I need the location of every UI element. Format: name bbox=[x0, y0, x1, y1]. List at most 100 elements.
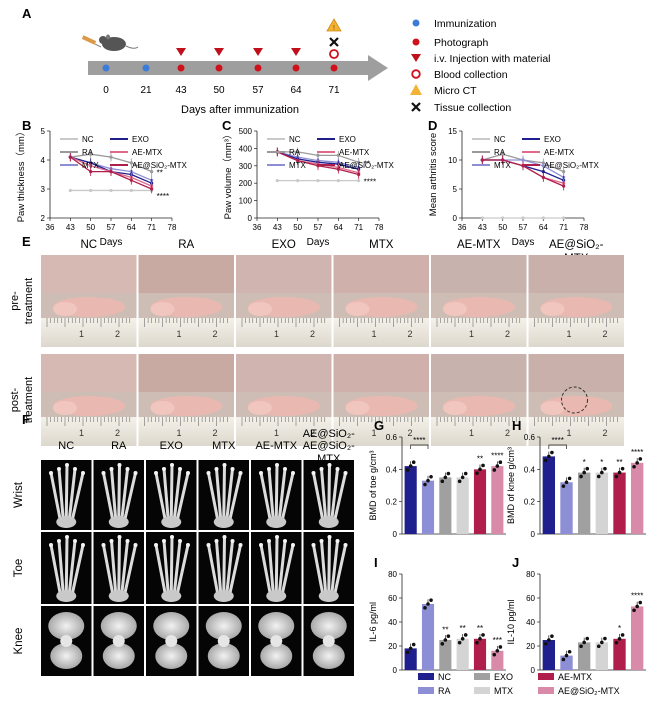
bar bbox=[439, 640, 452, 670]
ct-joint bbox=[319, 539, 324, 543]
ct-scan-image bbox=[303, 606, 354, 676]
bar bbox=[473, 638, 487, 670]
data-point bbox=[492, 652, 497, 657]
data-point bbox=[632, 464, 636, 469]
series-point bbox=[316, 153, 320, 157]
data-point bbox=[405, 468, 410, 472]
data-point bbox=[408, 464, 413, 468]
ruler-number: 2 bbox=[115, 428, 120, 438]
series-point bbox=[129, 178, 133, 182]
significance-stars: ** bbox=[157, 169, 163, 178]
series-point bbox=[296, 158, 300, 163]
series-point bbox=[336, 178, 340, 183]
ct-joint bbox=[230, 467, 235, 471]
photo-fur bbox=[236, 255, 332, 293]
ct-joint bbox=[162, 539, 166, 543]
ruler-number: 1 bbox=[567, 428, 572, 438]
data-point bbox=[620, 633, 625, 637]
ct-column-header: AE@SiO₂- bbox=[303, 428, 355, 440]
ct-bone bbox=[280, 543, 295, 596]
panel-label-h: H bbox=[512, 418, 521, 433]
ct-joint bbox=[101, 471, 106, 475]
ct-row-label: Toe bbox=[13, 559, 25, 578]
x-axis-label: Days bbox=[307, 237, 330, 248]
ct-bone bbox=[215, 467, 223, 522]
ruler-number: 1 bbox=[469, 329, 474, 339]
series-point bbox=[296, 178, 300, 183]
ruler-number: 2 bbox=[603, 329, 608, 339]
ruler-number: 2 bbox=[213, 329, 218, 339]
y-axis-label: IL-10 pg/ml bbox=[506, 599, 516, 644]
ct-scan-image bbox=[41, 606, 92, 676]
significance-stars: ** bbox=[442, 625, 448, 634]
ct-scan-image bbox=[251, 606, 302, 676]
bar bbox=[577, 642, 591, 670]
injection-triangle-marker bbox=[291, 48, 301, 56]
data-point bbox=[543, 642, 548, 646]
ct-joint bbox=[154, 543, 158, 547]
paw-toes bbox=[540, 401, 565, 415]
legend-label: MTX bbox=[494, 161, 512, 170]
ct-joint bbox=[170, 463, 174, 467]
legend-swatch bbox=[538, 673, 554, 680]
legend-label: EXO bbox=[544, 135, 561, 144]
photo-row-label: treatment bbox=[23, 278, 35, 324]
series-point bbox=[150, 187, 154, 191]
ct-bone bbox=[259, 471, 272, 522]
ruler bbox=[333, 318, 429, 347]
ct-column-header: NC bbox=[58, 440, 74, 452]
red-ring-icon bbox=[411, 69, 421, 79]
legend-label: MTX bbox=[82, 161, 100, 170]
ct-joint bbox=[275, 463, 279, 467]
bar bbox=[577, 472, 591, 534]
ct-bone bbox=[120, 467, 129, 522]
photo-column-header: RA bbox=[178, 239, 194, 251]
ct-joint bbox=[133, 543, 138, 547]
x-tick-label: 71 bbox=[354, 223, 363, 232]
series-point bbox=[129, 161, 133, 165]
series-point bbox=[541, 175, 545, 179]
data-point bbox=[463, 633, 468, 637]
data-point bbox=[547, 638, 551, 642]
data-point bbox=[564, 480, 569, 485]
photo-row-label: treatment bbox=[23, 377, 35, 423]
photo-fur bbox=[138, 255, 234, 293]
data-point bbox=[547, 454, 551, 459]
ct-joint bbox=[283, 467, 287, 471]
x-tick-label: 57 bbox=[314, 223, 323, 232]
panel-label-g: G bbox=[374, 418, 384, 433]
micro-ct-mark: ! bbox=[333, 25, 335, 32]
data-point bbox=[440, 479, 445, 484]
x-tick-label: 71 bbox=[559, 223, 568, 232]
ct-joint bbox=[311, 471, 316, 475]
series-point bbox=[562, 170, 566, 174]
series-point bbox=[316, 178, 320, 183]
ct-bone bbox=[117, 463, 121, 522]
ct-bone bbox=[49, 543, 62, 596]
significance-stars: **** bbox=[631, 592, 643, 601]
photograph-dot bbox=[215, 64, 223, 72]
legend-label: MTX bbox=[289, 161, 307, 170]
legend-label: NC bbox=[438, 672, 451, 682]
x-axis-label: Days bbox=[512, 237, 535, 248]
timeline-bar bbox=[88, 61, 368, 75]
photo-fur bbox=[431, 255, 527, 293]
series-point bbox=[501, 158, 505, 162]
ct-joint bbox=[109, 467, 114, 471]
ct-carpal bbox=[266, 590, 287, 602]
ct-joint bbox=[222, 535, 227, 539]
ct-joint bbox=[283, 539, 287, 543]
y-tick-label: 0.4 bbox=[524, 465, 536, 474]
ct-column-header: EXO bbox=[160, 440, 184, 452]
blood-collection-ring bbox=[329, 49, 339, 59]
series-point bbox=[521, 158, 525, 162]
x-tick-label: 43 bbox=[273, 223, 282, 232]
timeline-day-label: 50 bbox=[213, 85, 225, 96]
significance-bracket bbox=[548, 444, 567, 449]
legend-label: RA bbox=[494, 148, 506, 157]
data-point bbox=[635, 461, 639, 465]
data-point bbox=[478, 637, 482, 641]
